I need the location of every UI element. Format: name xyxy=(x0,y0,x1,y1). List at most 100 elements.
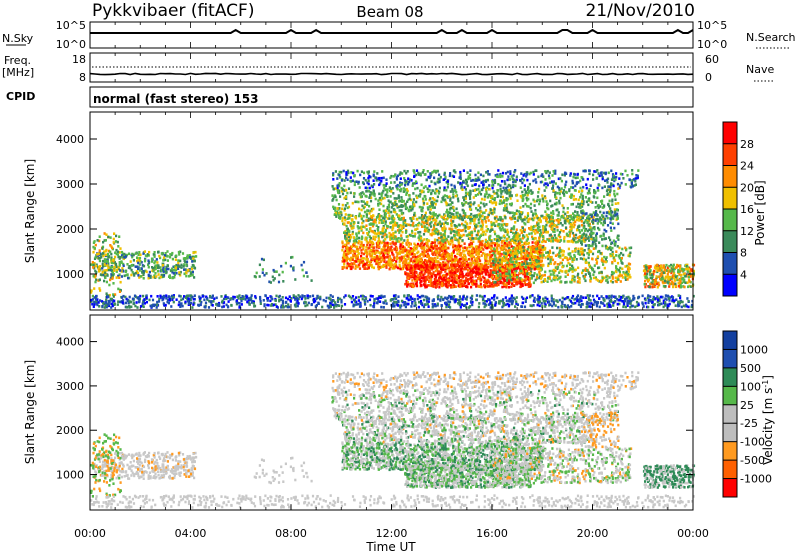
power-cell xyxy=(158,276,161,280)
power-cell xyxy=(484,216,487,219)
power-cell xyxy=(217,303,220,306)
power-cell xyxy=(433,303,437,306)
power-cell xyxy=(546,206,549,210)
power-cell xyxy=(378,192,381,196)
power-cell xyxy=(366,203,369,206)
power-cell xyxy=(524,249,527,252)
power-cell xyxy=(473,214,476,218)
power-cell xyxy=(368,186,371,190)
power-cell xyxy=(142,294,145,298)
power-cell xyxy=(416,242,420,246)
power-cell xyxy=(421,218,424,221)
power-cell xyxy=(484,193,487,196)
power-cell xyxy=(597,203,600,207)
power-cell xyxy=(392,192,395,195)
power-cell xyxy=(466,246,469,250)
power-cell xyxy=(667,297,671,300)
power-cell xyxy=(137,274,140,277)
power-cell xyxy=(490,200,493,204)
power-cell xyxy=(390,210,393,214)
power-cell xyxy=(425,259,428,263)
power-cell xyxy=(552,181,555,184)
power-cell xyxy=(463,198,466,202)
power-cell xyxy=(413,249,416,252)
power-cell xyxy=(378,202,381,205)
power-cell xyxy=(529,202,533,206)
power-cell xyxy=(350,214,353,217)
power-cell xyxy=(292,296,295,299)
power-cell xyxy=(171,270,174,274)
power-cell xyxy=(508,188,511,192)
power-cell xyxy=(434,213,437,216)
power-cell xyxy=(444,214,447,218)
power-cell xyxy=(487,298,490,301)
power-cell xyxy=(485,192,488,196)
power-cell xyxy=(354,264,357,267)
power-cell xyxy=(372,231,375,234)
power-cell xyxy=(382,209,385,213)
power-cell xyxy=(523,257,527,261)
power-cell xyxy=(519,206,522,209)
power-cell xyxy=(157,300,161,303)
power-cell xyxy=(596,294,599,298)
power-cell xyxy=(111,246,114,250)
power-cell xyxy=(436,302,439,306)
power-cell xyxy=(569,300,573,303)
power-cell xyxy=(587,215,590,219)
power-cell xyxy=(434,192,437,195)
power-cell xyxy=(132,263,135,267)
power-cell xyxy=(541,180,544,184)
power-cell xyxy=(344,243,347,247)
power-cell xyxy=(95,294,98,298)
power-cell xyxy=(557,222,560,226)
power-cell xyxy=(103,306,106,309)
power-cell xyxy=(170,253,173,257)
power-cell xyxy=(413,211,416,215)
power-cell xyxy=(402,199,405,203)
power-cell xyxy=(493,211,496,214)
power-cell xyxy=(381,295,384,299)
power-cell xyxy=(377,239,381,242)
power-cell xyxy=(104,300,107,304)
power-cell xyxy=(110,302,113,306)
power-cell xyxy=(515,212,518,215)
power-cell xyxy=(443,225,446,228)
power-cell xyxy=(109,297,112,301)
power-cell xyxy=(526,214,530,217)
power-cell xyxy=(113,261,116,264)
power-cell xyxy=(554,191,557,194)
power-cell xyxy=(373,238,377,241)
power-cell xyxy=(534,224,537,228)
power-cell xyxy=(390,216,393,219)
power-cell xyxy=(189,298,192,302)
power-cell xyxy=(506,228,509,232)
power-cell xyxy=(545,171,548,175)
power-cell xyxy=(578,219,581,222)
power-cell xyxy=(422,186,425,190)
power-cell xyxy=(416,218,419,221)
power-cell xyxy=(154,267,157,271)
power-cell xyxy=(411,302,414,305)
power-cell xyxy=(427,297,431,300)
power-cell xyxy=(347,235,351,239)
power-cell xyxy=(153,274,156,278)
power-cell xyxy=(361,204,364,208)
power-cell xyxy=(114,262,118,266)
power-cell xyxy=(584,196,587,199)
power-cell xyxy=(367,182,370,186)
power-cell xyxy=(410,234,413,237)
power-cell xyxy=(397,217,401,221)
power-cell xyxy=(544,225,547,228)
power-cell xyxy=(356,245,359,249)
power-cell xyxy=(578,190,581,193)
power-cell xyxy=(331,303,334,307)
power-cell xyxy=(570,193,574,197)
power-cell xyxy=(466,192,469,196)
power-cell xyxy=(588,169,591,173)
power-cell xyxy=(373,183,376,186)
power-cell xyxy=(494,224,497,227)
power-cell xyxy=(353,298,356,301)
power-cell xyxy=(462,211,465,214)
power-cell xyxy=(453,235,456,238)
power-cell xyxy=(341,256,345,260)
